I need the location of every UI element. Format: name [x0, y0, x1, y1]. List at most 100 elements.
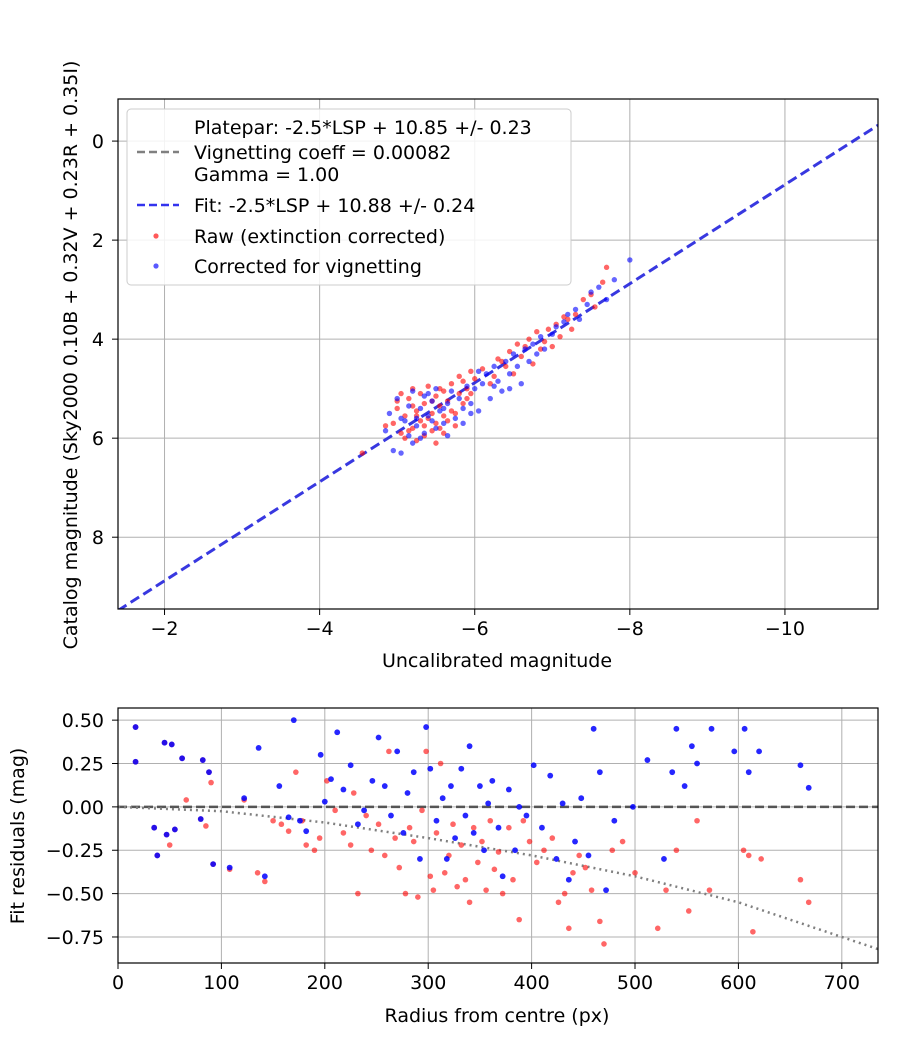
top-point-raw — [534, 329, 540, 335]
bottom-point-raw — [601, 941, 607, 947]
bottom-point-corrected — [681, 783, 688, 789]
bottom-point-corrected — [452, 835, 458, 842]
top-point-corrected — [429, 398, 435, 404]
top-point-raw — [417, 418, 424, 424]
top-point-raw — [437, 425, 443, 431]
bottom-point-raw — [262, 878, 268, 885]
bottom-point-corrected — [161, 739, 168, 746]
legend-box — [126, 108, 572, 286]
bottom-point-corrected — [400, 829, 407, 836]
bottom-point-corrected — [644, 757, 651, 763]
bottom-x-tick-label: 0 — [112, 972, 124, 994]
top-point-corrected — [475, 408, 482, 414]
top-y-tick-label: 6 — [92, 428, 104, 450]
bottom-point-raw — [495, 849, 502, 855]
bottom-point-raw — [166, 842, 173, 848]
bottom-point-corrected — [171, 826, 178, 833]
bottom-x-tick-label: 700 — [824, 972, 860, 994]
bottom-point-corrected — [797, 762, 804, 769]
top-point-corrected — [464, 383, 470, 389]
bottom-point-corrected — [523, 812, 530, 819]
bottom-point-corrected — [611, 817, 618, 824]
bottom-x-tick-label: 200 — [307, 972, 343, 994]
bottom-point-raw — [278, 821, 285, 828]
top-point-corrected — [584, 301, 590, 308]
top-point-raw — [433, 420, 439, 427]
top-point-corrected — [576, 316, 583, 323]
bottom-point-raw — [685, 908, 692, 914]
top-point-corrected — [588, 289, 594, 295]
bottom-point-corrected — [661, 856, 667, 862]
bottom-point-raw — [386, 748, 392, 755]
top-point-corrected — [417, 435, 424, 441]
top-point-raw — [382, 423, 389, 429]
bottom-point-raw — [597, 918, 603, 925]
top-points-group — [359, 257, 633, 456]
bottom-point-raw — [316, 835, 323, 841]
bottom-point-raw — [332, 807, 338, 814]
top-point-corrected — [518, 381, 524, 387]
top-point-raw — [549, 343, 555, 350]
top-point-raw — [526, 336, 532, 342]
bottom-point-corrected — [163, 831, 170, 838]
top-point-corrected — [495, 378, 501, 384]
bottom-point-corrected — [410, 769, 417, 776]
bottom-point-corrected — [290, 717, 297, 724]
legend: Platepar: -2.5*LSP + 10.85 +/- 0.23 Vign… — [126, 108, 572, 286]
top-point-corrected — [565, 311, 571, 318]
top-point-raw — [409, 403, 416, 409]
bottom-lines-group — [118, 805, 878, 951]
top-point-corrected — [456, 395, 462, 402]
bottom-point-raw — [254, 869, 261, 876]
top-point-raw — [530, 361, 536, 367]
top-point-corrected — [406, 403, 412, 409]
bottom-point-corrected — [547, 772, 554, 779]
top-point-raw — [437, 403, 443, 409]
top-point-corrected — [541, 346, 548, 352]
bottom-point-corrected — [565, 876, 572, 883]
bottom-y-tick-label: 0.50 — [62, 710, 104, 732]
top-point-raw — [491, 373, 497, 379]
bottom-point-raw — [576, 852, 582, 859]
top-point-raw — [561, 314, 567, 320]
top-point-corrected — [468, 400, 474, 407]
bottom-point-corrected — [439, 795, 446, 802]
bottom-x-tick-label: 500 — [617, 972, 653, 994]
top-point-corrected — [425, 413, 431, 419]
top-point-raw — [464, 395, 470, 402]
top-point-corrected — [526, 358, 532, 365]
bottom-point-corrected — [470, 829, 477, 836]
top-point-corrected — [413, 423, 420, 429]
bottom-point-corrected — [369, 777, 376, 784]
top-point-corrected — [510, 351, 517, 357]
top-point-corrected — [611, 277, 618, 283]
bottom-point-corrected — [210, 861, 217, 868]
bottom-point-raw — [663, 887, 669, 893]
top-point-raw — [441, 413, 447, 419]
top-point-raw — [421, 400, 428, 407]
top-point-raw — [499, 358, 505, 365]
top-point-raw — [568, 326, 575, 332]
bottom-point-corrected — [694, 760, 700, 767]
bottom-point-raw — [750, 928, 756, 935]
bottom-point-raw — [396, 864, 403, 871]
bottom-point-raw — [433, 830, 440, 836]
top-point-corrected — [491, 383, 497, 389]
legend-vignetting-label: Vignetting coeff = 0.00082 — [194, 142, 451, 164]
bottom-point-raw — [758, 856, 764, 862]
bottom-point-raw — [673, 847, 680, 854]
top-point-raw — [394, 405, 400, 412]
bottom-point-raw — [516, 916, 522, 923]
bottom-point-raw — [347, 842, 354, 848]
top-point-raw — [452, 423, 459, 429]
top-point-raw — [448, 408, 455, 414]
top-point-corrected — [382, 428, 389, 434]
bottom-y-tick-label: 0.00 — [62, 797, 104, 819]
bottom-point-corrected — [132, 724, 139, 730]
bottom-point-raw — [479, 838, 485, 845]
top-point-corrected — [483, 371, 490, 377]
bottom-point-corrected — [241, 795, 248, 802]
top-point-corrected — [421, 430, 428, 436]
top-x-tick-label: −6 — [461, 618, 489, 640]
bottom-point-raw — [203, 823, 209, 829]
